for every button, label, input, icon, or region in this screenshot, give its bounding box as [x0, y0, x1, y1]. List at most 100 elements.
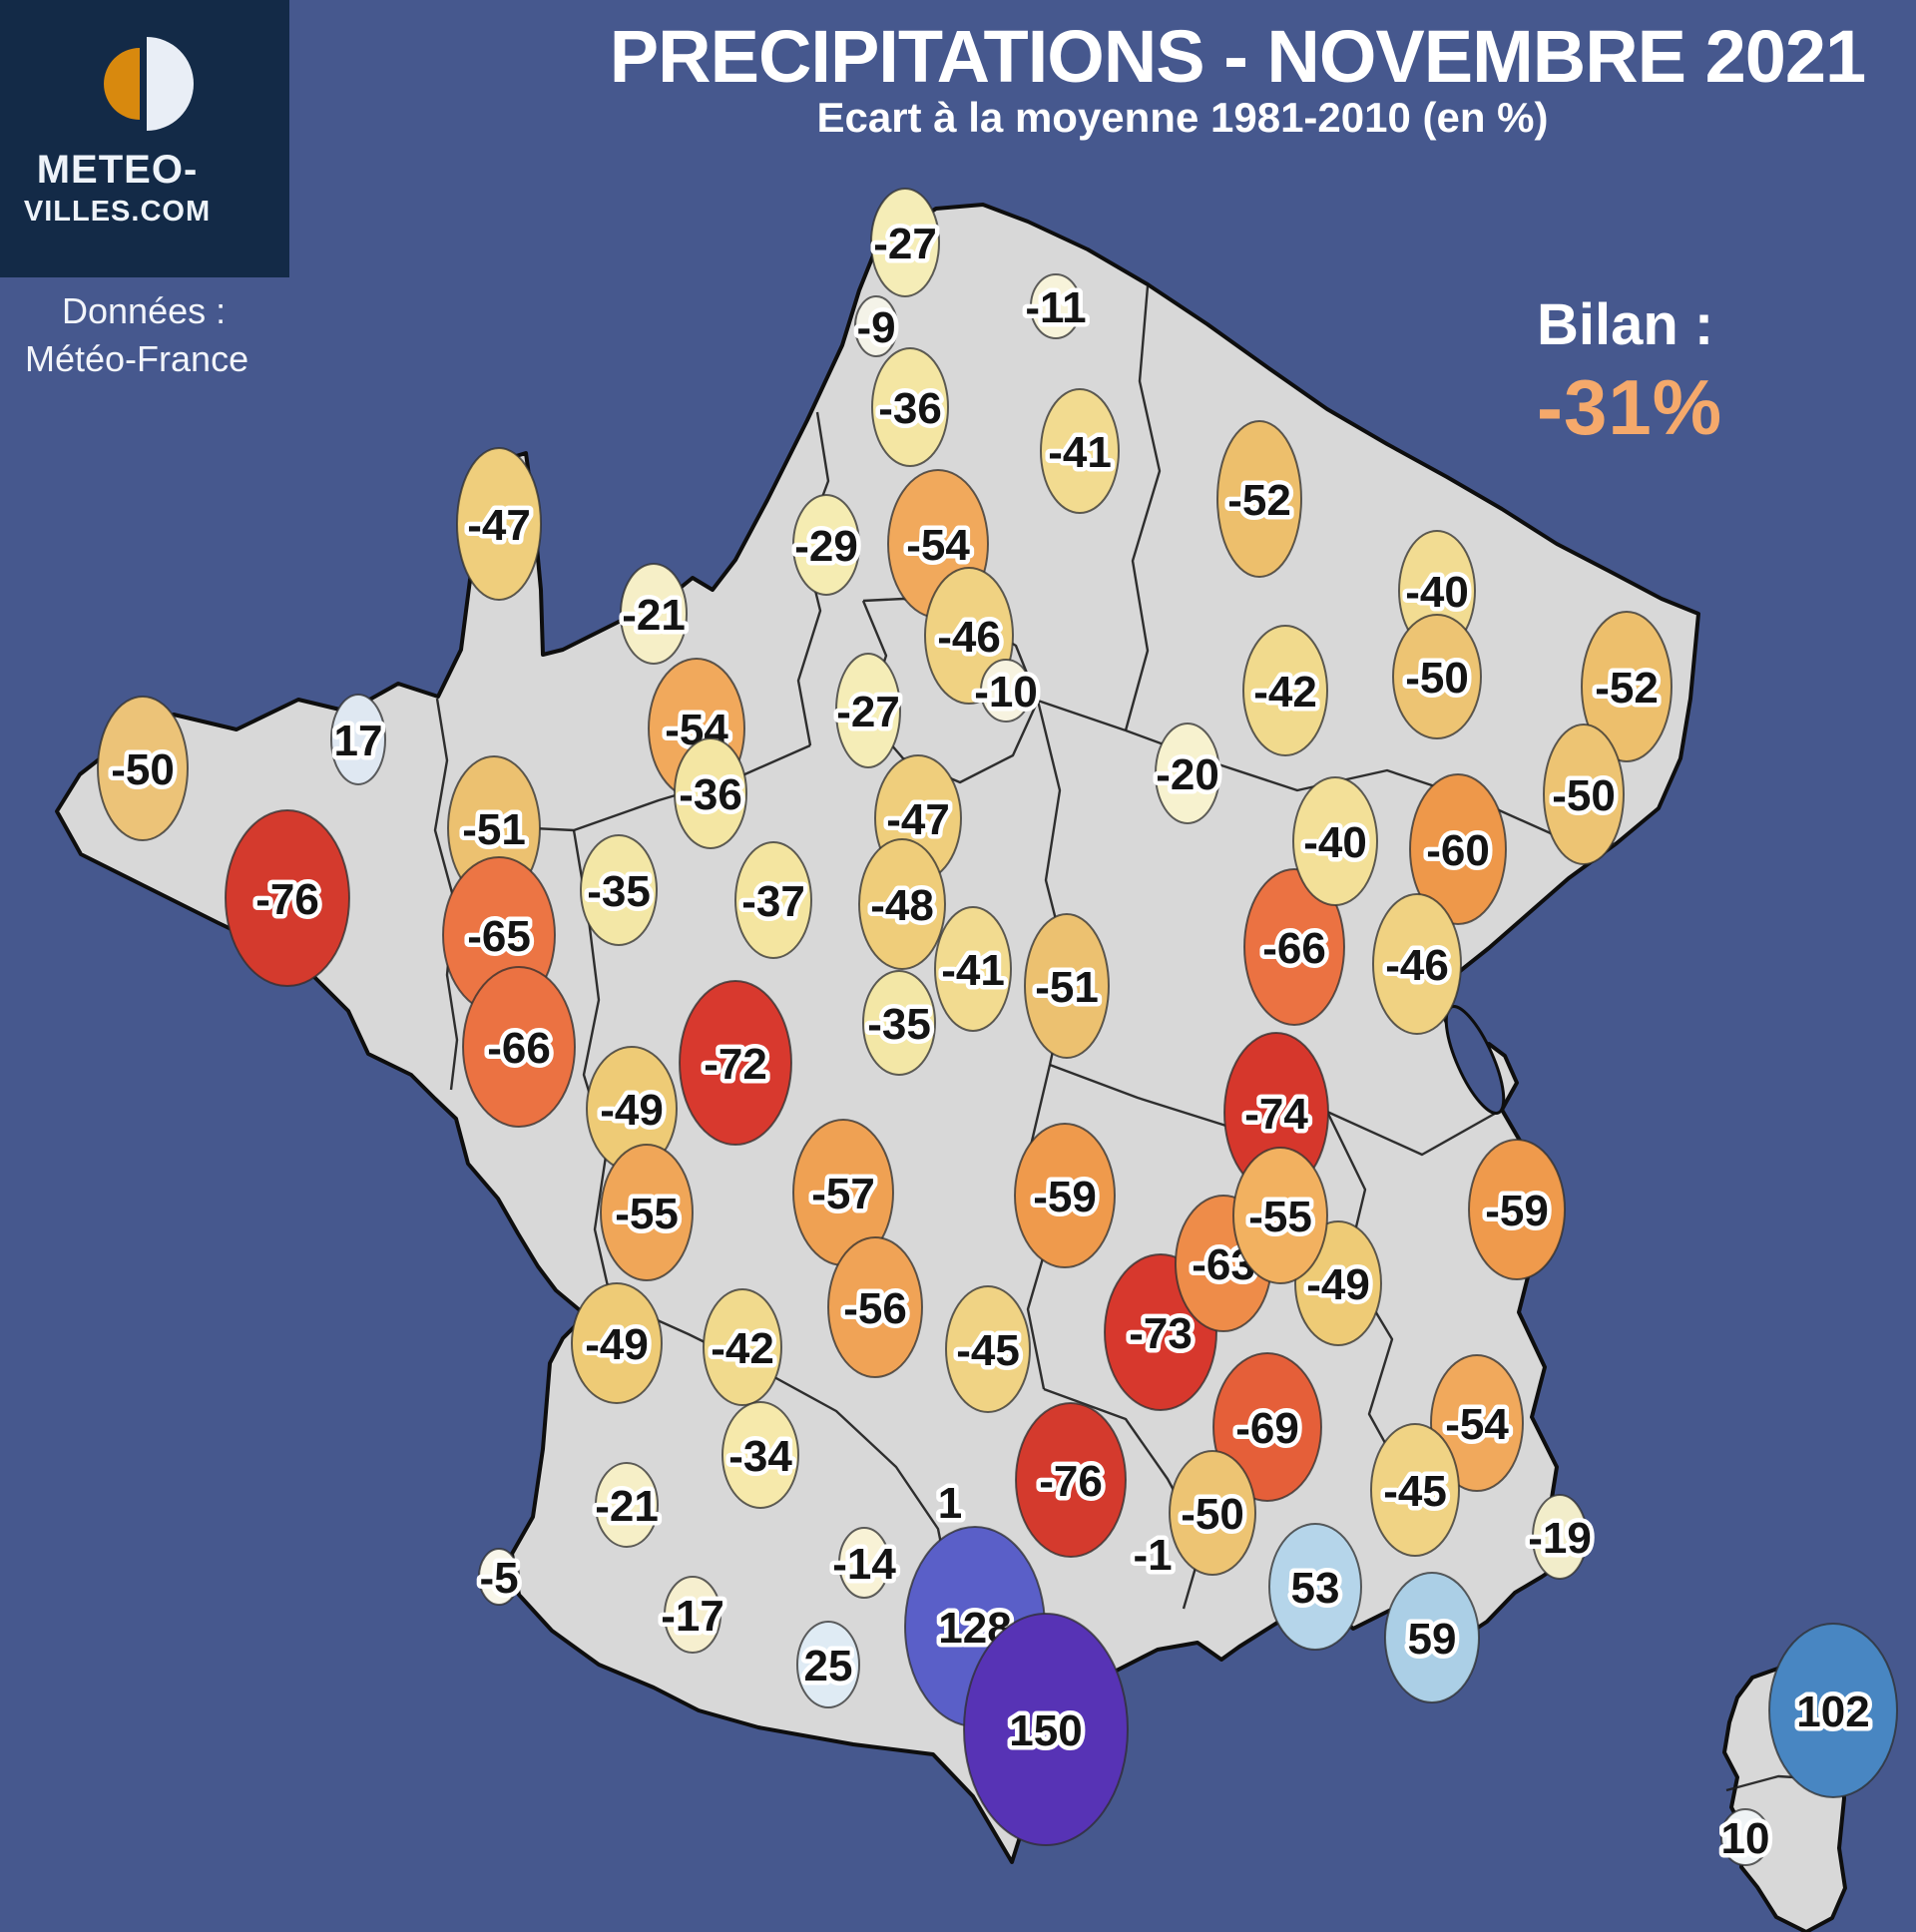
value-label: -45 [956, 1326, 1020, 1375]
bilan-value: -31% [1537, 363, 1723, 451]
value-label: -76 [255, 875, 319, 924]
logo-sun-icon [104, 37, 194, 131]
logo-half-white [147, 37, 194, 131]
value-bubble [1014, 1123, 1116, 1268]
value-label: 150 [1009, 1706, 1082, 1755]
value-label: -52 [1227, 476, 1291, 525]
value-bubble [1212, 1352, 1322, 1502]
value-label: -54 [1445, 1400, 1509, 1449]
value-label: -42 [711, 1324, 774, 1373]
value-label: -19 [1528, 1514, 1592, 1563]
value-label: -59 [1033, 1173, 1097, 1221]
value-bubble [580, 834, 658, 946]
value-bubble [1581, 611, 1673, 762]
value-bubble [838, 1527, 890, 1599]
value-bubble [945, 1285, 1031, 1413]
value-bubble [571, 1282, 663, 1404]
value-label: -49 [585, 1320, 649, 1369]
value-bubble [1030, 273, 1082, 339]
value-label: -36 [878, 384, 942, 433]
value-bubble [1216, 420, 1302, 578]
value-label: 59 [1408, 1615, 1457, 1664]
value-label: -52 [1595, 664, 1659, 713]
value-label: -46 [1385, 941, 1449, 990]
value-label: -17 [661, 1592, 724, 1641]
value-bubble [1169, 1450, 1256, 1576]
value-label: -51 [462, 805, 526, 854]
value-bubble [870, 188, 940, 297]
value-bubble [796, 1621, 860, 1708]
value-label: -35 [867, 1000, 931, 1049]
value-label: -50 [111, 745, 175, 794]
bilan-label: Bilan : [1537, 292, 1714, 357]
value-label: -29 [794, 522, 858, 571]
value-label: -47 [886, 795, 950, 844]
value-bubble [1372, 893, 1462, 1035]
value-label: -35 [587, 867, 651, 916]
value-label: -20 [1156, 750, 1219, 799]
value-bubble [854, 295, 898, 357]
value-label: -66 [487, 1024, 551, 1073]
value-label: -51 [1035, 963, 1099, 1012]
value-label: -56 [843, 1284, 907, 1333]
value-label: -34 [728, 1432, 792, 1481]
value-bubble [1768, 1623, 1898, 1798]
value-bubble [734, 841, 812, 959]
value-label: -59 [1485, 1187, 1549, 1235]
credit-line1: Données : [62, 290, 227, 331]
value-bubble [1040, 388, 1120, 514]
value-bubble [1268, 1523, 1362, 1651]
value-bubble [835, 653, 901, 768]
value-bubble [963, 1613, 1129, 1846]
value-bubble [871, 347, 949, 467]
value-bubble [1155, 723, 1220, 824]
value-label: -50 [1552, 771, 1616, 820]
value-label: -21 [595, 1482, 659, 1531]
value-label: -54 [906, 521, 970, 570]
value-label: -55 [615, 1190, 679, 1238]
value-bubble [1392, 614, 1482, 739]
value-label: -76 [1039, 1457, 1103, 1506]
map-bubbles: -27-11-9-36-41-52-47 -29 -54-40-21 -46-50-1… [97, 188, 1898, 1868]
page-subtitle: Ecart à la moyenne 1981-2010 (en %) [816, 94, 1549, 141]
value-label: -45 [1383, 1467, 1447, 1516]
value-bubble [1409, 773, 1507, 925]
value-label: -57 [811, 1170, 875, 1218]
value-label: 102 [1796, 1688, 1869, 1736]
value-label: -60 [1426, 826, 1490, 875]
value-bubble [225, 809, 350, 987]
meteo-villes-logo: METEO- VILLES.COM [0, 0, 289, 277]
value-label: -37 [741, 877, 805, 926]
value-bubble [827, 1236, 923, 1378]
value-label: -72 [704, 1040, 767, 1089]
logo-text-line2: VILLES.COM [23, 196, 212, 228]
value-label: -46 [937, 613, 1001, 662]
value-label: -14 [832, 1540, 896, 1589]
value-bubble [620, 563, 688, 665]
logo-text-line1: METEO- [36, 148, 199, 192]
value-label: -66 [1262, 924, 1326, 973]
value-bubble [934, 906, 1012, 1032]
value-label: -11 [1025, 283, 1086, 332]
value-bubble [595, 1462, 659, 1548]
value-label: -10 [974, 668, 1038, 717]
value-bubble [330, 694, 386, 785]
value-label: 10 [1721, 1814, 1770, 1863]
value-bubble [1543, 724, 1625, 865]
value-label: -41 [1048, 428, 1112, 477]
value-label: -1 [1133, 1531, 1172, 1580]
value-label: -36 [679, 770, 742, 819]
value-label: 1 [938, 1479, 962, 1528]
value-label: -50 [1181, 1490, 1244, 1539]
value-label: -27 [836, 688, 900, 736]
value-bubble [456, 447, 542, 601]
value-label: -50 [1405, 654, 1469, 703]
value-label: -47 [467, 501, 531, 550]
value-bubble [1384, 1572, 1480, 1703]
value-label: -65 [467, 912, 531, 961]
value-label: -74 [1244, 1090, 1308, 1139]
value-bubble [862, 970, 936, 1076]
value-bubble [664, 1576, 721, 1654]
value-label: -5 [479, 1554, 518, 1603]
